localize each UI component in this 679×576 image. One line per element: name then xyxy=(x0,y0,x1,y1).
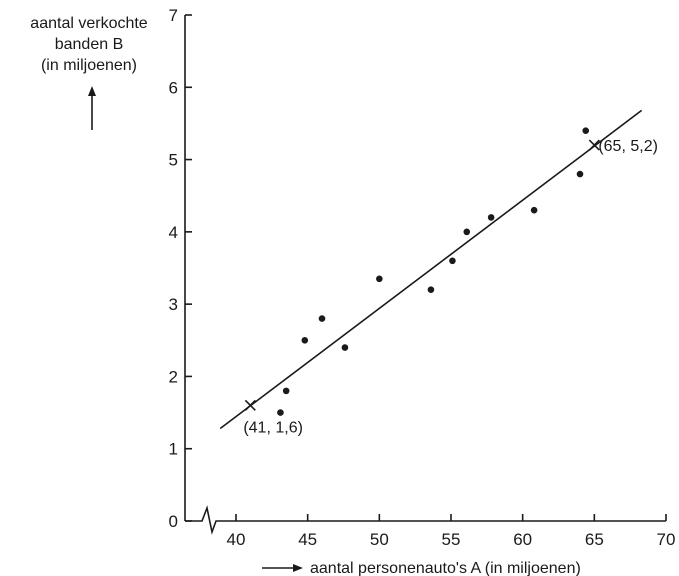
x-tick-label: 65 xyxy=(585,530,604,549)
data-point xyxy=(376,275,383,283)
data-point xyxy=(282,387,290,395)
y-axis-title-line-3: (in miljoenen) xyxy=(41,57,137,74)
x-axis-line-with-break xyxy=(185,505,666,535)
x-axis-title-group: aantal personenauto's A (in miljoenen) xyxy=(262,560,581,576)
data-point xyxy=(582,127,590,134)
y-tick-label: 3 xyxy=(169,295,178,314)
data-point xyxy=(301,336,309,344)
y-axis-title: aantal verkochte banden B (in miljoenen) xyxy=(30,15,148,74)
data-point xyxy=(318,315,326,322)
y-tick-label: 0 xyxy=(169,512,178,531)
data-point xyxy=(576,170,584,178)
data-point xyxy=(463,228,471,236)
x-axis-title: aantal personenauto's A (in miljoenen) xyxy=(310,560,581,576)
y-tick-label: 6 xyxy=(169,78,178,97)
axes xyxy=(184,15,666,535)
data-point xyxy=(427,286,435,293)
marked-points: (41, 1,6) (65, 5,2) xyxy=(243,138,658,436)
data-points xyxy=(277,127,590,416)
data-point xyxy=(449,257,456,265)
data-point xyxy=(487,214,495,221)
x-tick-label: 50 xyxy=(370,530,389,549)
marked-point-label: (41, 1,6) xyxy=(243,419,303,436)
regression-line xyxy=(219,109,643,430)
data-point xyxy=(341,344,349,351)
x-tick-label: 40 xyxy=(227,530,246,549)
y-tick-label: 2 xyxy=(169,367,178,386)
data-point xyxy=(530,206,538,214)
y-axis-title-line-1: aantal verkochte xyxy=(30,15,148,32)
y-tick-label: 1 xyxy=(169,440,178,459)
x-tick-label: 45 xyxy=(298,530,317,549)
marked-point-label: (65, 5,2) xyxy=(598,138,658,155)
data-point xyxy=(277,409,284,416)
x-tick-label: 60 xyxy=(513,530,532,549)
cross-marker xyxy=(588,139,600,151)
y-tick-label: 5 xyxy=(169,151,178,170)
y-axis-arrow xyxy=(88,86,96,130)
x-tick-label: 70 xyxy=(657,530,676,549)
x-tick-label: 55 xyxy=(442,530,461,549)
regression-line-group xyxy=(219,109,643,430)
cross-marker xyxy=(244,399,256,411)
y-tick-label: 7 xyxy=(169,6,178,25)
y-axis-title-line-2: banden B xyxy=(55,36,124,53)
y-tick-label: 4 xyxy=(169,223,178,242)
